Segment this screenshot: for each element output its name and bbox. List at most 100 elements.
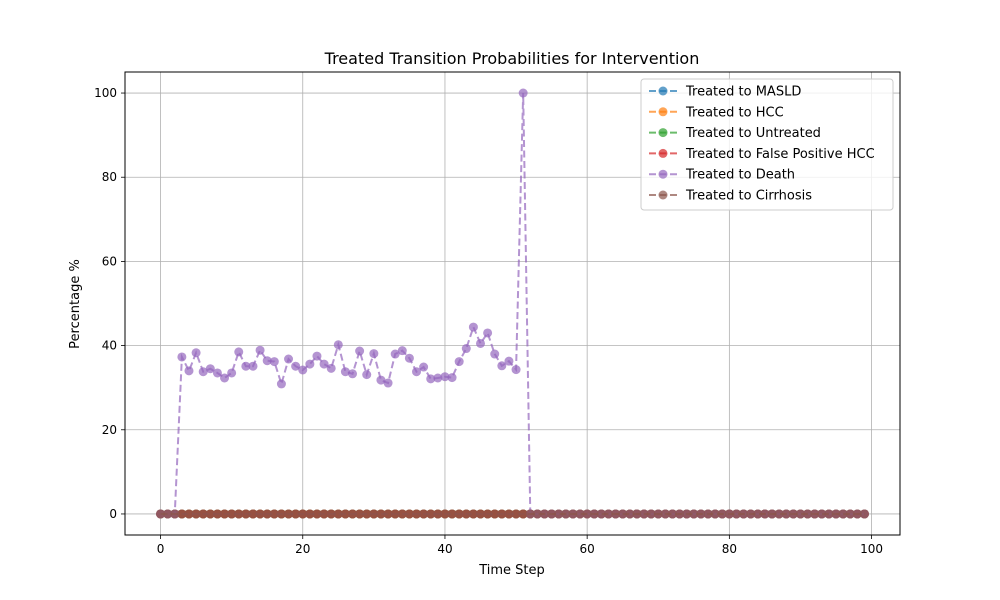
data-point — [156, 509, 166, 519]
data-point — [248, 509, 258, 519]
data-point — [859, 509, 869, 519]
data-point — [362, 509, 372, 519]
data-point — [284, 354, 294, 364]
data-point — [191, 509, 201, 519]
data-point — [227, 509, 237, 519]
data-point — [269, 357, 279, 367]
legend-marker — [658, 86, 668, 96]
data-point — [618, 509, 628, 519]
data-point — [547, 509, 557, 519]
data-point — [234, 347, 244, 357]
data-point — [483, 328, 493, 338]
data-point — [255, 509, 265, 519]
data-point — [575, 509, 585, 519]
chart-title: Treated Transition Probabilities for Int… — [324, 49, 700, 68]
data-point — [561, 509, 571, 519]
data-point — [532, 509, 542, 519]
data-point — [582, 509, 592, 519]
data-point — [212, 368, 222, 378]
legend-item: Treated to Cirrhosis — [649, 189, 812, 204]
data-point — [760, 509, 770, 519]
data-point — [845, 509, 855, 519]
data-point — [675, 509, 685, 519]
data-point — [468, 509, 478, 519]
data-point — [298, 365, 308, 375]
data-point — [340, 509, 350, 519]
data-point — [212, 509, 222, 519]
data-point — [831, 509, 841, 519]
data-point — [220, 509, 230, 519]
data-point — [596, 509, 606, 519]
data-point — [710, 509, 720, 519]
data-point — [319, 359, 329, 369]
data-point — [333, 509, 343, 519]
data-point — [376, 509, 386, 519]
data-point — [696, 509, 706, 519]
data-point — [603, 509, 613, 519]
data-point — [739, 509, 749, 519]
data-point — [476, 338, 485, 348]
data-point — [369, 349, 379, 359]
data-point — [682, 509, 692, 519]
y-axis-label: Percentage % — [68, 259, 83, 349]
x-tick-label: 80 — [722, 542, 737, 556]
data-point — [362, 370, 372, 380]
data-point — [298, 509, 308, 519]
data-point — [810, 509, 820, 519]
data-point — [383, 509, 393, 519]
data-point — [511, 365, 521, 375]
data-point — [383, 378, 393, 388]
y-tick-label: 20 — [102, 423, 117, 437]
data-point — [390, 349, 400, 359]
data-point — [397, 346, 407, 356]
data-point — [803, 509, 813, 519]
legend-label: Treated to Untreated — [685, 126, 821, 141]
data-point — [504, 509, 514, 519]
data-point — [312, 509, 322, 519]
y-tick-label: 100 — [94, 86, 117, 100]
data-point — [433, 509, 443, 519]
data-point — [767, 509, 777, 519]
data-point — [262, 509, 272, 519]
x-axis-label: Time Step — [478, 563, 545, 578]
x-tick-label: 0 — [157, 542, 165, 556]
data-point — [497, 361, 507, 371]
data-point — [276, 509, 286, 519]
data-point — [838, 509, 848, 519]
y-tick-label: 0 — [109, 507, 117, 521]
legend-label: Treated to Death — [685, 168, 795, 183]
data-point — [795, 509, 805, 519]
data-point — [177, 509, 187, 519]
plot-frame — [124, 71, 901, 536]
data-point — [419, 362, 429, 372]
legend-item: Treated to MASLD — [649, 85, 801, 100]
legend: Treated to MASLD Treated to HCC Treated to… — [640, 78, 894, 211]
data-point — [518, 88, 528, 98]
data-point — [404, 353, 414, 363]
data-point — [589, 509, 599, 519]
data-point — [774, 509, 784, 519]
data-point — [476, 509, 485, 519]
data-point — [660, 509, 670, 519]
data-point — [205, 509, 215, 519]
data-point — [490, 349, 500, 359]
data-point — [241, 361, 251, 371]
data-point — [177, 352, 187, 362]
legend-item: Treated to False Positive HCC — [649, 147, 875, 162]
data-point — [355, 509, 365, 519]
data-point — [440, 509, 450, 519]
data-point — [447, 509, 457, 519]
legend-label: Treated to False Positive HCC — [685, 147, 875, 162]
data-point — [291, 361, 301, 371]
x-tick-label: 20 — [295, 542, 310, 556]
data-point — [312, 351, 322, 361]
data-point — [667, 509, 677, 519]
data-point — [348, 369, 358, 379]
data-point — [163, 509, 173, 519]
data-point — [504, 356, 514, 366]
x-tick-label: 60 — [580, 542, 595, 556]
data-point — [255, 345, 265, 355]
data-point — [461, 509, 471, 519]
data-point — [355, 346, 365, 356]
x-tick-label: 100 — [860, 542, 883, 556]
